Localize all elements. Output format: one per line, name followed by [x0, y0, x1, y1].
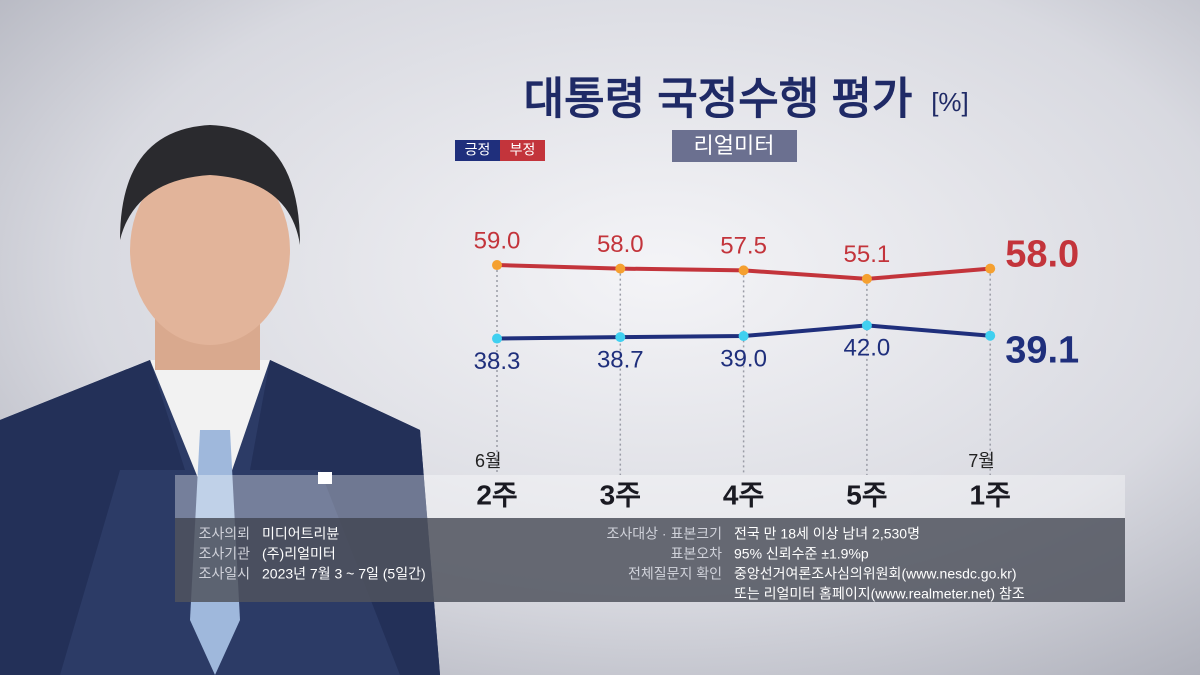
note-label: 표본오차: [670, 546, 722, 562]
value-label: 57.5: [720, 233, 767, 260]
note-label: 조사의뢰: [198, 526, 250, 542]
point: [985, 263, 996, 274]
point: [615, 332, 626, 343]
value-label: 59.0: [474, 227, 521, 254]
value-label: 55.1: [844, 241, 891, 268]
x-tick-label: 1주: [970, 479, 1011, 510]
x-tick-label: 4주: [723, 479, 764, 510]
legend-label: 부정: [510, 142, 536, 158]
point: [615, 263, 626, 274]
value-label: 58.0: [1005, 234, 1079, 276]
value-label: 39.0: [720, 345, 767, 372]
value-label: 38.3: [474, 348, 521, 375]
note-label: 조사대상 · 표본크기: [607, 526, 722, 542]
note-label: 조사기관: [198, 546, 250, 562]
value-label: 39.1: [1005, 330, 1079, 372]
value-label: 58.0: [597, 231, 644, 258]
value-label: 42.0: [844, 335, 891, 362]
x-tick-label: 5주: [846, 479, 887, 510]
source-box: [672, 130, 797, 162]
month-label: 6월: [475, 451, 502, 471]
point: [492, 333, 502, 344]
source: 리얼미터: [694, 133, 775, 158]
info-box: [175, 518, 1125, 602]
note-text: 미디어트리뷴: [262, 526, 339, 542]
week-band: [175, 475, 1125, 518]
note-label: 전체질문지 확인: [628, 566, 722, 582]
note-text: (주)리얼미터: [262, 546, 336, 562]
note-text: 전국 만 18세 이상 남녀 2,530명: [734, 526, 920, 542]
month-label: 7월: [968, 451, 995, 471]
chart-title: 대통령 국정수행 평가: [524, 75, 913, 124]
value-label: 38.7: [597, 346, 644, 373]
point: [738, 265, 749, 276]
point: [861, 273, 872, 284]
x-tick-label: 2주: [476, 479, 517, 510]
note-text: 중앙선거여론조사심의위원회(www.nesdc.go.kr): [734, 566, 1017, 582]
point: [738, 331, 749, 342]
point: [985, 330, 996, 341]
note-label: 조사일시: [198, 566, 250, 582]
legend-label: 긍정: [465, 142, 491, 158]
note-text: 2023년 7월 3 ~ 7일 (5일간): [262, 566, 426, 582]
point: [492, 260, 502, 271]
legend-swatch: [500, 140, 545, 161]
note-text: 또는 리얼미터 홈페이지(www.realmeter.net) 참조: [734, 586, 1025, 602]
point: [861, 320, 872, 331]
legend-swatch: [455, 140, 500, 161]
unit: [%]: [931, 87, 969, 117]
x-tick-label: 3주: [600, 479, 641, 510]
note-text: 95% 신뢰수준 ±1.9%p: [734, 546, 869, 562]
